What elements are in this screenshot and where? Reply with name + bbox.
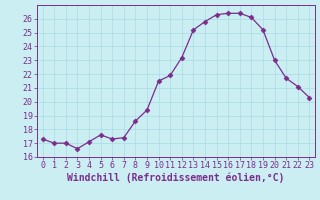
X-axis label: Windchill (Refroidissement éolien,°C): Windchill (Refroidissement éolien,°C) <box>67 173 285 183</box>
